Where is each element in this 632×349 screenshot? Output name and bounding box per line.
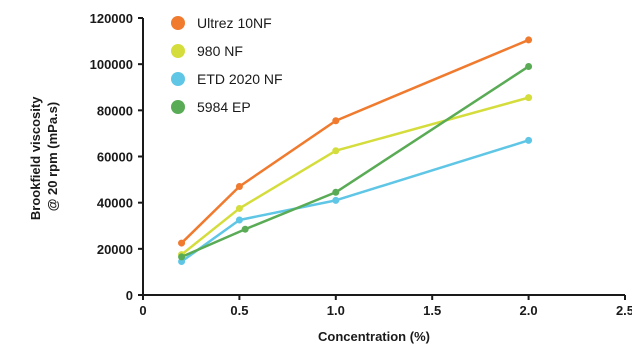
y-tick-label: 40000 xyxy=(97,196,133,211)
legend-label: Ultrez 10NF xyxy=(197,15,272,31)
x-tick-label: 0 xyxy=(139,303,146,318)
x-tick-label: 1.0 xyxy=(327,303,345,318)
y-tick-label: 100000 xyxy=(90,57,133,72)
series-980-nf xyxy=(178,94,533,259)
x-axis-title: Concentration (%) xyxy=(318,329,430,344)
data-point xyxy=(241,225,249,233)
x-tick-label: 0.5 xyxy=(230,303,248,318)
data-point xyxy=(178,253,186,261)
legend-label: 5984 EP xyxy=(197,99,251,115)
series-line xyxy=(180,38,530,244)
series-lines xyxy=(178,36,533,266)
x-tick-label: 2.5 xyxy=(616,303,632,318)
y-tick-label: 0 xyxy=(126,288,133,303)
y-axis-title: Brookfield viscosity @ 20 rpm (mPa.s) xyxy=(28,93,60,220)
data-point xyxy=(525,36,533,44)
y-tick-label: 120000 xyxy=(90,11,133,26)
data-point xyxy=(235,216,243,224)
data-point xyxy=(235,204,243,212)
data-point xyxy=(235,183,243,191)
legend-swatch xyxy=(171,16,185,30)
y-tick-label: 60000 xyxy=(97,150,133,165)
y-tick-label: 20000 xyxy=(97,242,133,257)
plot-area: 0 0.5 1.0 1.5 2.0 2.5 0 20000 40000 60000 80000 10… xyxy=(90,11,632,318)
legend-swatch xyxy=(171,44,185,58)
data-point xyxy=(332,117,340,125)
data-point xyxy=(332,188,340,196)
series-line xyxy=(180,96,529,256)
y-axis-title-line-2: @ 20 rpm (mPa.s) xyxy=(45,102,60,212)
data-point xyxy=(332,196,340,204)
y-tick-label: 80000 xyxy=(97,103,133,118)
data-point xyxy=(178,239,186,247)
legend-label: ETD 2020 NF xyxy=(197,71,283,87)
legend-item: 980 NF xyxy=(171,43,243,59)
legend: Ultrez 10NF 980 NF ETD 2020 NF 5984 EP xyxy=(171,15,283,115)
legend-item: ETD 2020 NF xyxy=(171,71,283,87)
y-axis-ticks: 0 20000 40000 60000 80000 100000 120000 xyxy=(90,11,143,303)
legend-item: 5984 EP xyxy=(171,99,251,115)
legend-label: 980 NF xyxy=(197,43,243,59)
data-point xyxy=(525,62,533,70)
x-tick-label: 2.0 xyxy=(520,303,538,318)
legend-item: Ultrez 10NF xyxy=(171,15,272,31)
legend-swatch xyxy=(171,100,185,114)
data-point xyxy=(332,147,340,155)
data-point xyxy=(525,136,533,144)
series-5984-ep xyxy=(178,62,533,261)
x-axis-ticks: 0 0.5 1.0 1.5 2.0 2.5 xyxy=(139,295,632,318)
series-ultrez-10nf xyxy=(178,36,533,247)
legend-swatch xyxy=(171,72,185,86)
series-etd-2020-nf xyxy=(178,136,533,266)
x-tick-label: 1.5 xyxy=(423,303,441,318)
y-axis-title-line-1: Brookfield viscosity xyxy=(28,96,43,220)
series-line xyxy=(181,65,530,259)
data-point xyxy=(525,94,533,102)
series-line xyxy=(180,139,529,263)
